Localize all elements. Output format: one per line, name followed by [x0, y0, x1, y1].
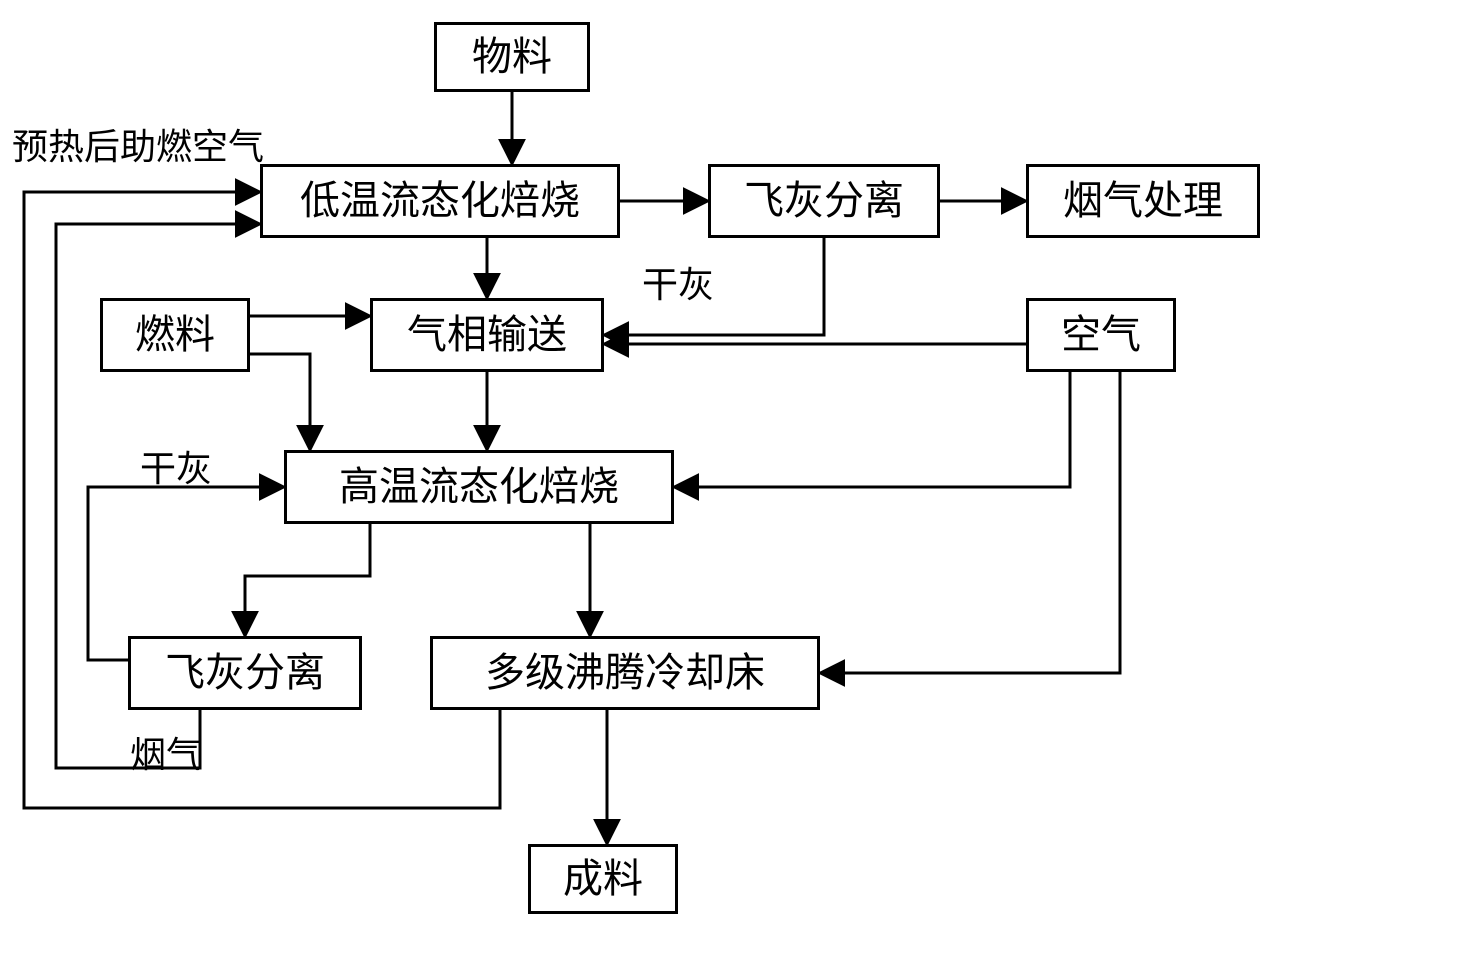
node-label-flue_treat: 烟气处理 — [1063, 180, 1223, 222]
node-cooling_bed: 多级沸腾冷却床 — [430, 636, 820, 710]
node-high_roast: 高温流态化焙烧 — [284, 450, 674, 524]
node-gas_transport: 气相输送 — [370, 298, 604, 372]
node-fuel: 燃料 — [100, 298, 250, 372]
node-air: 空气 — [1026, 298, 1176, 372]
edge-fuel-to-high_roast — [250, 354, 310, 450]
node-fly_ash_sep_bot: 飞灰分离 — [128, 636, 362, 710]
edge-label-cooling_bed-to-low_roast_bl2: 预热后助燃空气 — [12, 118, 264, 170]
edge-fly_ash_sep_bot-to-high_roast — [88, 487, 284, 660]
node-label-gas_transport: 气相输送 — [407, 314, 567, 356]
edge-label-fly_ash_sep_top-to-gas_transport: 干灰 — [642, 256, 714, 308]
flowchart-canvas: 物料低温流态化焙烧飞灰分离烟气处理燃料气相输送空气高温流态化焙烧飞灰分离多级沸腾… — [0, 0, 1466, 962]
edge-label-fly_ash_sep_bot-to-high_roast: 干灰 — [140, 440, 212, 492]
node-flue_treat: 烟气处理 — [1026, 164, 1260, 238]
node-label-fuel: 燃料 — [135, 314, 215, 356]
edge-high_roast-to-fly_ash_sep_bot — [245, 524, 370, 636]
edge-air-to-high_roast — [674, 372, 1070, 487]
node-low_roast: 低温流态化焙烧 — [260, 164, 620, 238]
node-label-fly_ash_sep_top: 飞灰分离 — [744, 180, 904, 222]
node-label-cooling_bed: 多级沸腾冷却床 — [485, 652, 765, 694]
node-fly_ash_sep_top: 飞灰分离 — [708, 164, 940, 238]
node-product: 成料 — [528, 844, 678, 914]
edge-label-fly_ash_sep_bot-to-low_roast_bl: 烟气 — [130, 726, 202, 778]
edge-air-to-cooling_bed — [820, 372, 1120, 673]
node-material: 物料 — [434, 22, 590, 92]
node-label-low_roast: 低温流态化焙烧 — [300, 180, 580, 222]
node-label-product: 成料 — [563, 858, 643, 900]
node-label-material: 物料 — [472, 36, 552, 78]
node-label-fly_ash_sep_bot: 飞灰分离 — [165, 652, 325, 694]
node-label-high_roast: 高温流态化焙烧 — [339, 466, 619, 508]
node-label-air: 空气 — [1061, 314, 1141, 356]
